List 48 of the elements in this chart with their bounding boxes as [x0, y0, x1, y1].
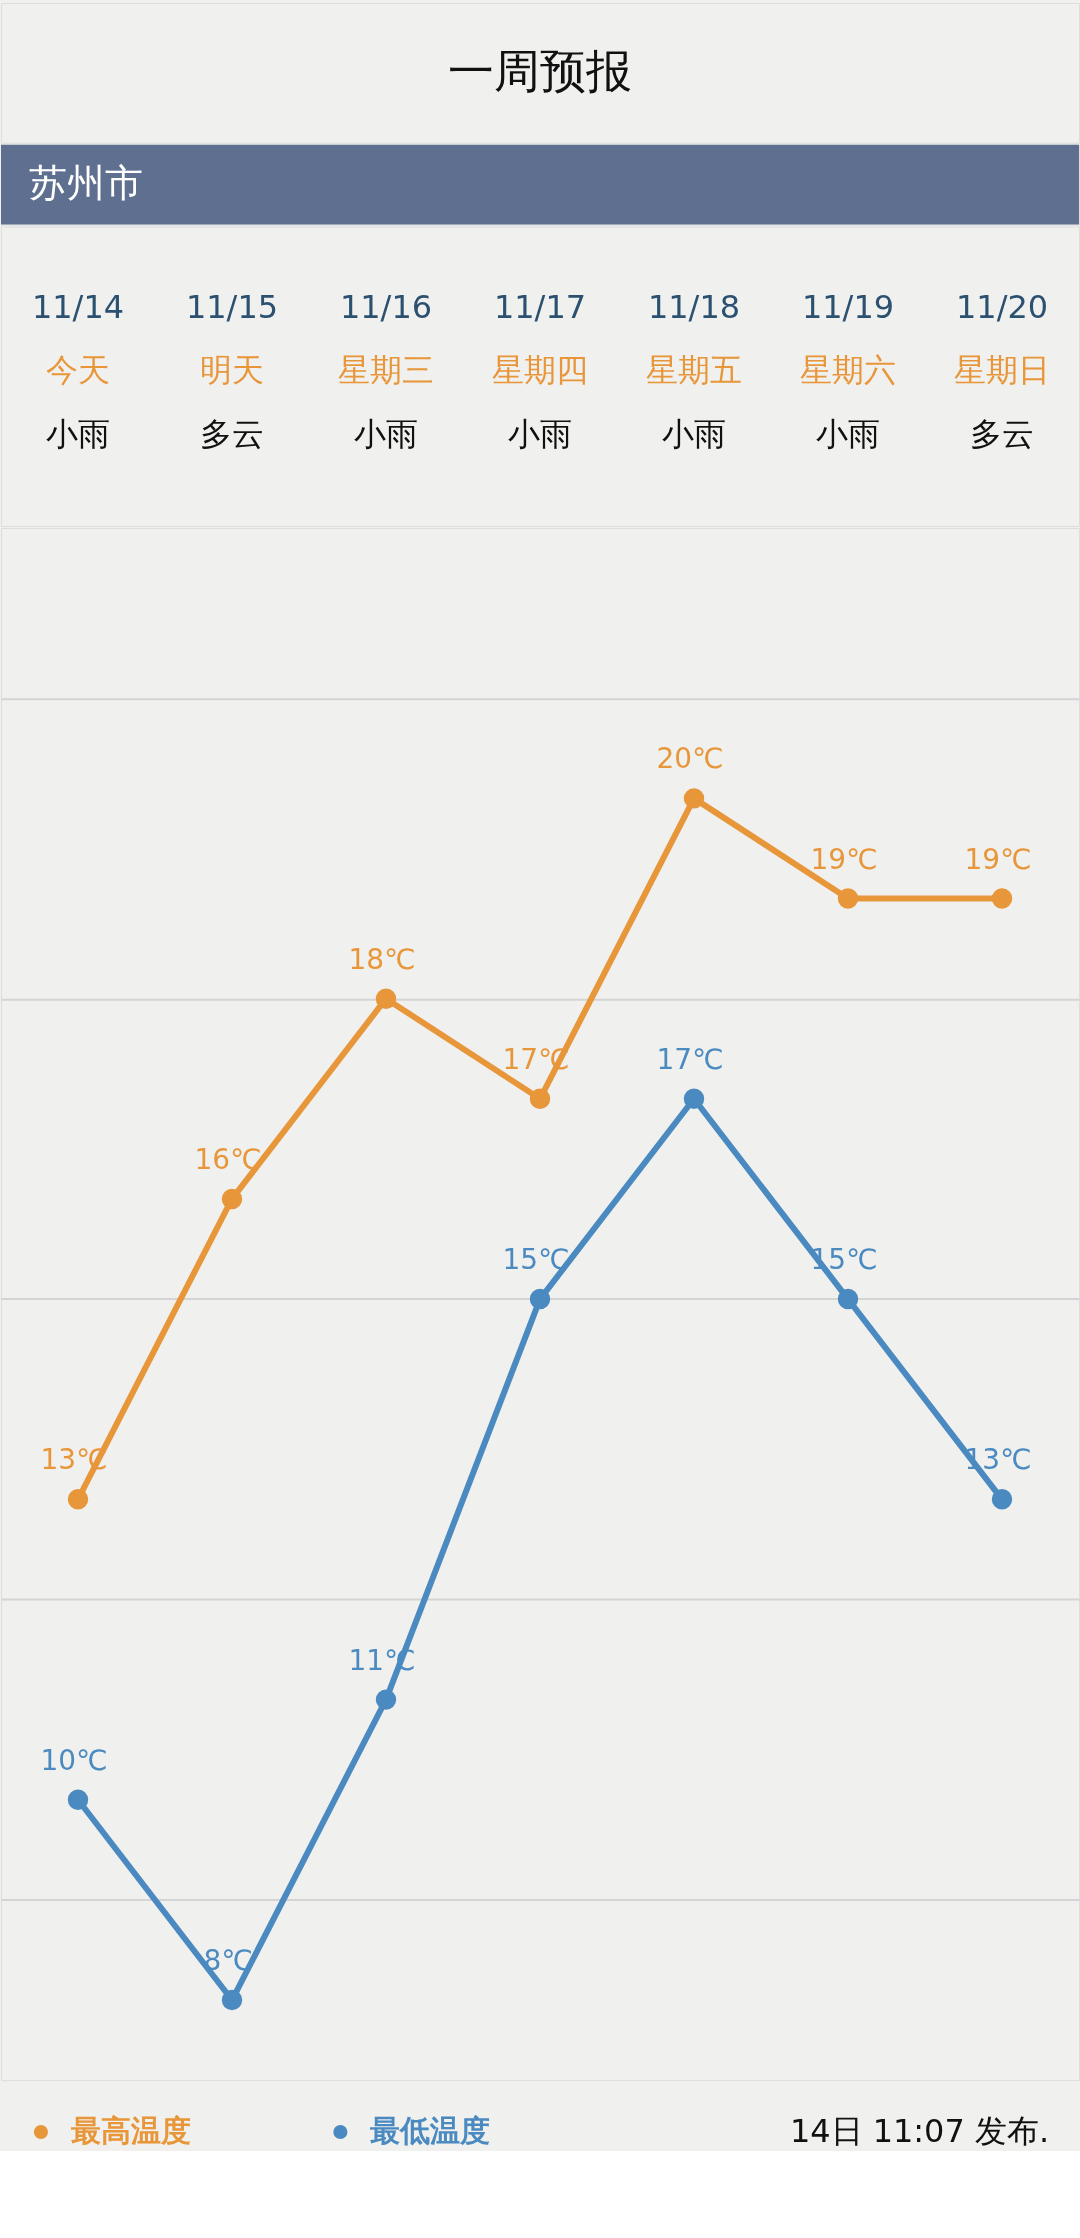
point: [529, 1288, 551, 1310]
x-tick-label: 11/15: [185, 288, 279, 327]
text: 14日 11:07 发布.: [789, 2112, 1050, 2151]
point: [67, 1489, 89, 1510]
data-label: 17℃: [656, 1042, 724, 1076]
legend-label: 最低温度: [370, 2113, 491, 2149]
chart-subtitle: 苏州市: [28, 160, 143, 205]
point: [67, 1789, 89, 1810]
text: 星期三: [338, 351, 434, 390]
data-label: 15℃: [502, 1243, 570, 1277]
point: [375, 1689, 397, 1710]
point: [683, 1088, 705, 1109]
x-tick-label: 11/14: [31, 288, 125, 327]
data-label: 16℃: [194, 1142, 262, 1176]
data-label: 19℃: [964, 842, 1032, 876]
text: 星期五: [646, 351, 742, 390]
data-label: 18℃: [348, 942, 416, 976]
x-tick-label: 11/20: [955, 288, 1049, 327]
text: 星期六: [800, 351, 896, 390]
point: [837, 1288, 859, 1310]
data-label: 20℃: [656, 742, 724, 776]
text: 小雨: [46, 414, 110, 453]
x-tick-label: 11/19: [801, 288, 895, 327]
x-tick-label: 11/17: [493, 288, 587, 327]
point: [529, 1088, 551, 1109]
point: [991, 1489, 1013, 1510]
x-tick-label: 11/16: [339, 288, 433, 327]
text: 小雨: [354, 414, 418, 453]
point: [221, 1989, 243, 2011]
text: 星期日: [954, 351, 1050, 390]
legend-label: 最高温度: [70, 2113, 191, 2149]
data-label: 10℃: [40, 1743, 108, 1777]
text: 小雨: [508, 414, 572, 453]
chart-title: 一周预报: [448, 43, 632, 98]
point: [837, 888, 859, 909]
point: [683, 788, 705, 809]
text: 小雨: [816, 414, 880, 453]
x-tick-label: 11/18: [647, 288, 741, 327]
text: 多云: [200, 414, 264, 453]
text: 明天: [200, 351, 264, 390]
text: 星期四: [492, 351, 588, 390]
text: 多云: [970, 414, 1034, 453]
point: [375, 988, 397, 1009]
data-label: 19℃: [810, 842, 878, 876]
text: 小雨: [662, 414, 726, 453]
text: 今天: [46, 351, 110, 390]
point: [221, 1188, 243, 1210]
point: [991, 888, 1013, 909]
